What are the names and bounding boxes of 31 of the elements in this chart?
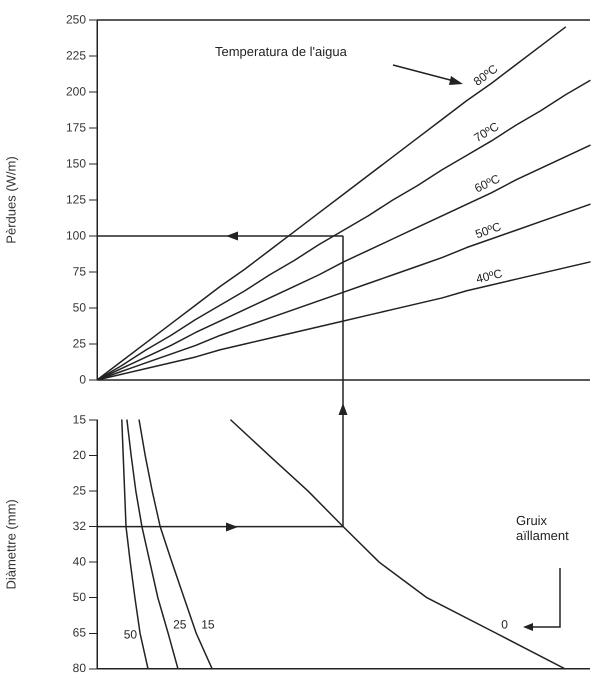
y-tick-label: 25 <box>72 336 86 350</box>
y-tick-label: 0 <box>79 372 86 386</box>
series-label: 25 <box>173 618 187 632</box>
text: 50ºC <box>473 219 504 242</box>
y-tick-label: 100 <box>66 228 86 242</box>
series-label: 15 <box>201 618 215 632</box>
y-tick-label: 20 <box>72 448 86 462</box>
text: 60ºC <box>472 171 502 196</box>
y-tick-label: 125 <box>66 192 86 206</box>
y-tick-label: 15 <box>72 412 86 426</box>
y-tick-label: 150 <box>66 156 86 170</box>
y-tick-label: 175 <box>66 120 86 134</box>
y-tick-label: 200 <box>66 84 86 98</box>
y-tick-label: 40 <box>72 554 86 568</box>
y-tick-label: 80 <box>72 661 86 676</box>
legend-label: 0 <box>501 618 508 632</box>
annotation: Gruix aïllament <box>516 513 570 543</box>
y-tick-label: 65 <box>72 626 86 640</box>
y-tick-label: 50 <box>72 590 86 604</box>
y-tick-label: 32 <box>72 518 86 533</box>
y-tick-label: 75 <box>72 264 86 278</box>
text: 70ºC <box>471 119 502 145</box>
y-tick-label: 25 <box>72 483 86 498</box>
y-tick-label: 225 <box>66 48 86 62</box>
series-label: 50 <box>124 628 138 642</box>
legend-title: Temperatura de l'aigua <box>215 44 347 59</box>
y-axis-title: Diàmettre (mm) <box>3 499 18 590</box>
y-tick-label: 50 <box>72 300 86 314</box>
text: 40ºC <box>474 266 504 286</box>
y-axis-title: Pèrdues (W/m) <box>3 156 18 244</box>
y-tick-label: 250 <box>66 12 86 26</box>
